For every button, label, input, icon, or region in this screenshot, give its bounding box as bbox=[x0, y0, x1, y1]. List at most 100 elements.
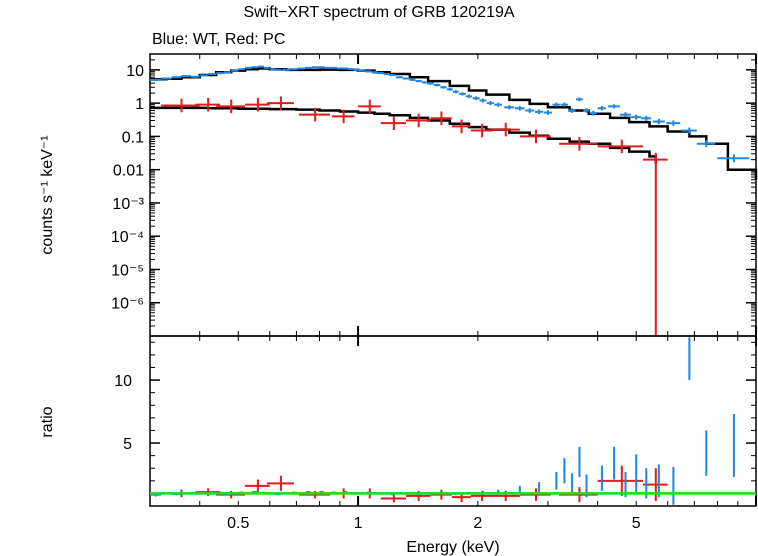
wt-data-point bbox=[231, 69, 239, 72]
pc-ratio-point bbox=[430, 489, 452, 500]
wt-data-point bbox=[389, 74, 396, 77]
pc-data-point bbox=[597, 139, 643, 154]
y-tick-label: 0.01 bbox=[113, 163, 144, 180]
wt-data-point bbox=[583, 108, 590, 113]
wt-data-point bbox=[543, 110, 552, 115]
wt-data-point bbox=[619, 112, 631, 118]
wt-data-point bbox=[171, 76, 182, 79]
y-tick-label: 5 bbox=[123, 436, 132, 453]
wt-ratio-point bbox=[732, 414, 735, 478]
wt-data-point bbox=[358, 69, 365, 72]
wt-data-point bbox=[161, 77, 172, 80]
wt-ratio-point bbox=[613, 446, 616, 480]
ratio-panel: 0.5 1 2 5 Energy (keV) 5 10 ratio bbox=[39, 335, 757, 556]
y-tick-label: 10⁻⁴ bbox=[111, 229, 144, 246]
pc-data-point bbox=[559, 136, 598, 151]
wt-data-point bbox=[630, 114, 642, 120]
chart-title: Swift−XRT spectrum of GRB 120219A bbox=[243, 4, 515, 21]
wt-data-point bbox=[150, 78, 162, 81]
pc-data-point bbox=[470, 123, 493, 138]
wt-data-point bbox=[395, 76, 403, 79]
wt-data-point bbox=[568, 108, 576, 113]
wt-data-point bbox=[216, 72, 224, 75]
wt-data-point bbox=[275, 68, 281, 71]
wt-data-point bbox=[208, 73, 217, 76]
wt-data-point bbox=[681, 127, 697, 134]
pc-data-point bbox=[451, 119, 471, 134]
pc-data-point bbox=[519, 129, 551, 144]
pc-data-point bbox=[430, 111, 452, 126]
wt-data-point bbox=[377, 72, 384, 75]
wt-data-point bbox=[353, 68, 359, 71]
wt-data-point bbox=[465, 94, 473, 99]
wt-data-point bbox=[446, 87, 453, 91]
wt-data-point bbox=[486, 101, 494, 106]
wt-data-point bbox=[348, 68, 354, 71]
wt-data-point bbox=[199, 74, 209, 77]
chart-subtitle: Blue: WT, Red: PC bbox=[152, 31, 286, 48]
pc-data-point bbox=[380, 116, 407, 130]
wt-ratio-point bbox=[571, 473, 574, 494]
wt-data-point bbox=[297, 67, 305, 70]
wt-ratio-point bbox=[578, 446, 581, 478]
wt-data-point bbox=[459, 92, 466, 96]
y-tick-label: 10⁻⁵ bbox=[111, 262, 144, 279]
wt-data-point bbox=[652, 118, 665, 125]
wt-data-point bbox=[364, 70, 372, 73]
wt-data-point bbox=[409, 78, 416, 81]
pc-data-point bbox=[358, 99, 381, 114]
pc-model-line bbox=[150, 106, 658, 164]
pc-data-point bbox=[298, 107, 330, 122]
pc-data-point bbox=[266, 96, 294, 110]
wt-ratio-point bbox=[555, 472, 558, 490]
pc-ratio-point bbox=[245, 479, 270, 493]
wt-data-point bbox=[383, 73, 390, 76]
pc-ratio-point bbox=[266, 475, 294, 491]
wt-data-point bbox=[269, 68, 276, 71]
y-tick-label: 10 bbox=[114, 373, 132, 390]
pc-data-point bbox=[245, 97, 270, 112]
wt-data-point bbox=[696, 140, 716, 148]
pc-data-point bbox=[195, 97, 221, 112]
y-tick-label: 10⁻³ bbox=[112, 196, 144, 213]
wt-data-point bbox=[371, 71, 378, 74]
wt-data-point bbox=[311, 66, 319, 69]
wt-ratio-point bbox=[518, 485, 521, 494]
wt-data-point bbox=[282, 68, 291, 71]
y-tick-label: 0.1 bbox=[122, 129, 144, 146]
wt-data-point bbox=[421, 81, 428, 84]
wt-data-point bbox=[426, 82, 434, 85]
wt-data-point bbox=[717, 154, 749, 163]
wt-data-point bbox=[238, 68, 246, 71]
wt-ratio-point bbox=[705, 430, 708, 476]
pc-ratio-point bbox=[195, 488, 221, 496]
pc-data-point bbox=[216, 99, 246, 114]
wt-ratio-point bbox=[657, 464, 660, 498]
y-tick-label: 10⁻⁶ bbox=[111, 296, 144, 313]
wt-data-point bbox=[504, 105, 515, 110]
wt-data-point bbox=[608, 104, 620, 109]
wt-ratio-point bbox=[600, 465, 603, 491]
wt-ratio-point bbox=[538, 482, 541, 493]
wt-data-point bbox=[342, 67, 349, 70]
pc-ratio-point bbox=[380, 494, 407, 503]
wt-ratio-point bbox=[688, 337, 691, 381]
wt-data-point bbox=[433, 83, 441, 87]
wt-data-point bbox=[402, 77, 410, 80]
wt-data-point bbox=[223, 71, 232, 74]
wt-data-point bbox=[415, 79, 422, 83]
wt-data-point bbox=[641, 115, 652, 121]
wt-data-point bbox=[515, 106, 525, 111]
wt-ratio-point bbox=[635, 454, 638, 493]
wt-data-point bbox=[290, 68, 298, 71]
wt-data-point bbox=[336, 67, 343, 70]
wt-data-point bbox=[552, 102, 561, 107]
wt-ratio-point bbox=[672, 466, 675, 505]
pc-data-point bbox=[490, 122, 520, 137]
top-frame bbox=[149, 53, 757, 337]
wt-ratio-point bbox=[563, 458, 566, 484]
wt-data-point bbox=[181, 75, 191, 78]
pc-ratio-point bbox=[559, 487, 598, 503]
wt-data-point bbox=[251, 66, 258, 69]
